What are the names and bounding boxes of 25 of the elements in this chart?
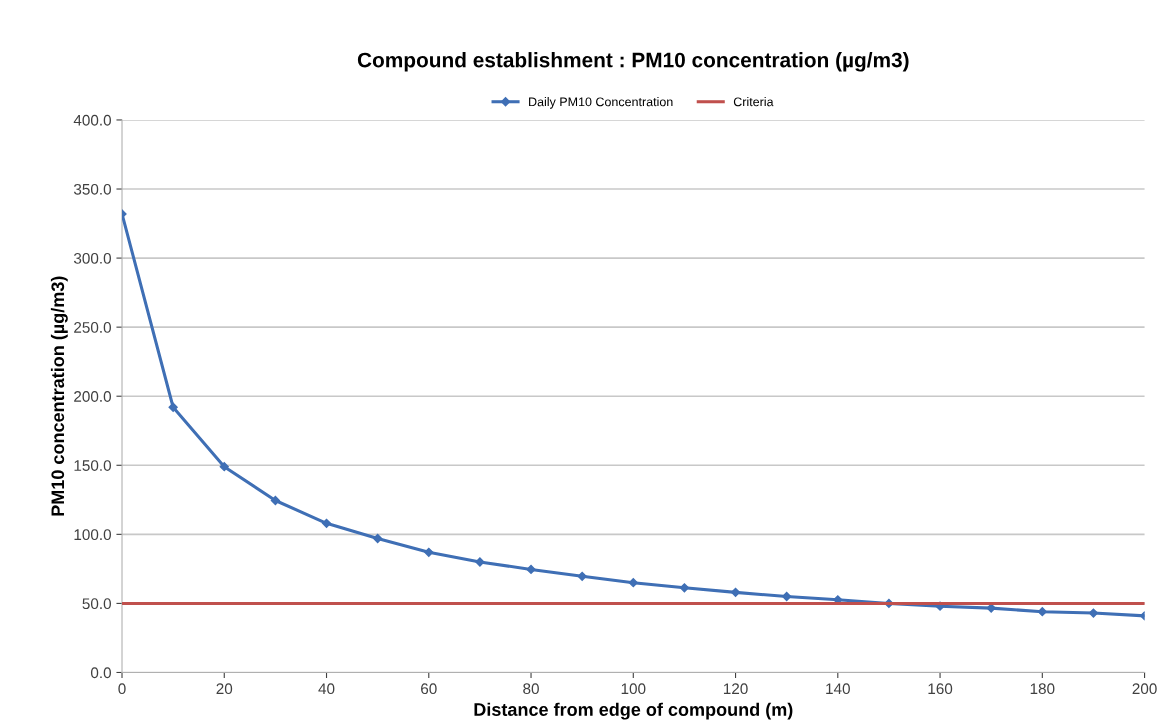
y-tick-label: 100.0 [74, 529, 111, 541]
x-axis-title: Distance from edge of compound (m) [474, 702, 793, 720]
chart-title: Compound establishment : PM10 concentration (µg/m3) [357, 52, 909, 72]
x-tick-label: 0 [118, 683, 126, 695]
x-tick-label: 20 [216, 683, 233, 695]
y-tick-label: 0.0 [90, 667, 111, 679]
legend-label: Daily PM10 Concentration [529, 97, 673, 109]
y-axis-title: PM10 concentration (µg/m3) [50, 276, 68, 516]
x-tick-label: 180 [1030, 683, 1055, 695]
x-tick-label: 140 [826, 683, 850, 695]
x-tick-label: 60 [421, 683, 437, 695]
y-tick-label: 400.0 [73, 114, 111, 126]
y-tick-label: 200.0 [74, 391, 111, 402]
legend-label: Criteria [733, 97, 774, 107]
x-tick-label: 80 [523, 683, 539, 695]
y-tick-label: 350.0 [73, 183, 111, 195]
y-tick-label: 50.0 [82, 598, 111, 610]
x-tick-label: 160 [928, 683, 953, 695]
x-tick-label: 200 [1132, 683, 1157, 695]
x-tick-label: 40 [318, 683, 335, 695]
y-tick-label: 150.0 [74, 460, 111, 471]
x-tick-label: 100 [621, 683, 646, 695]
y-tick-label: 250.0 [74, 322, 111, 333]
y-tick-label: 300.0 [73, 252, 111, 264]
x-tick-label: 120 [723, 683, 748, 695]
